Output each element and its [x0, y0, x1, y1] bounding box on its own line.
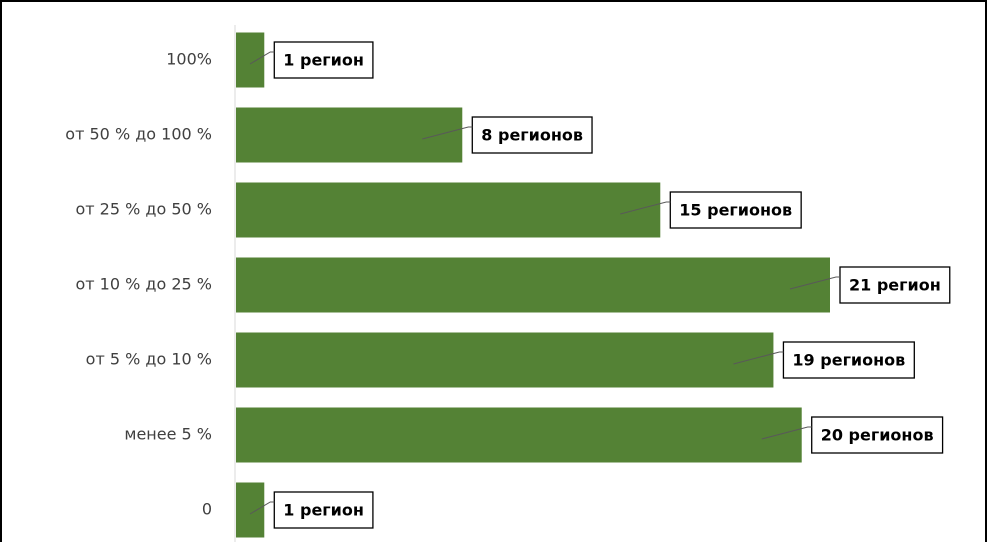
data-label-box: [811, 416, 944, 454]
bar: [236, 332, 774, 388]
y-tick-label: от 5 % до 10 %: [86, 350, 212, 369]
data-label-leader: [249, 51, 275, 65]
data-label-box: [669, 191, 802, 229]
data-label: 20 регионов: [821, 426, 934, 445]
bar: [236, 107, 463, 163]
data-label: 8 регионов: [481, 126, 583, 145]
data-label: 1 регион: [283, 501, 364, 520]
data-label: 15 регионов: [679, 201, 792, 220]
data-label-box: [839, 266, 951, 304]
bar: [236, 32, 265, 88]
data-label-box: [273, 491, 374, 529]
y-tick-label: 0: [202, 500, 212, 519]
bar: [236, 407, 802, 463]
data-label-box: [273, 41, 374, 79]
y-tick-label: от 50 % до 100 %: [65, 125, 212, 144]
y-tick-label: от 25 % до 50 %: [75, 200, 212, 219]
y-tick-label: менее 5 %: [124, 425, 212, 444]
bar: [236, 482, 265, 538]
data-label-box: [782, 341, 915, 379]
bar: [236, 257, 830, 313]
data-label-leader: [733, 351, 784, 365]
data-label-leader: [422, 126, 473, 140]
data-label: 1 регион: [283, 51, 364, 70]
y-tick-label: 100%: [166, 50, 212, 69]
bar: [236, 182, 661, 238]
data-label-box: [471, 116, 593, 154]
data-label-leader: [249, 501, 275, 515]
data-label-leader: [789, 276, 840, 290]
data-label-leader: [761, 426, 812, 440]
y-tick-label: от 10 % до 25 %: [75, 275, 212, 294]
data-label: 21 регион: [849, 276, 941, 295]
data-label: 19 регионов: [792, 351, 905, 370]
data-label-leader: [620, 201, 671, 215]
